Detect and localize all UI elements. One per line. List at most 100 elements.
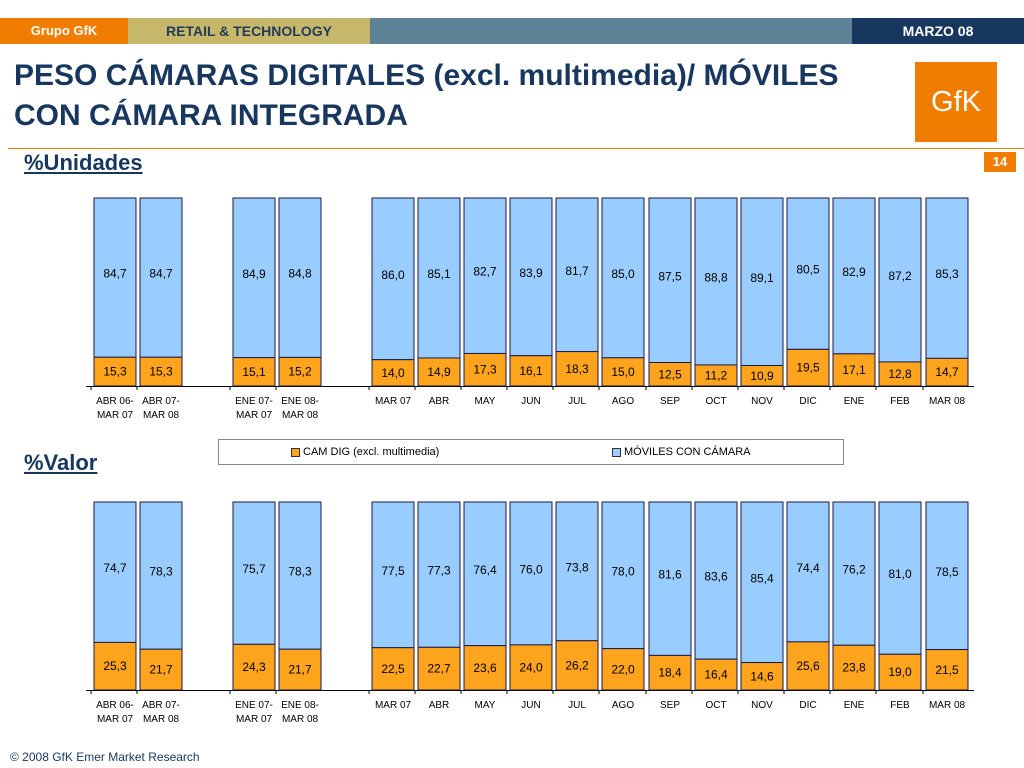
unidades-label-cam: 15,2 xyxy=(288,365,312,379)
legend-label-cam: CAM DIG (excl. multimedia) xyxy=(303,446,440,458)
unidades-label-movil: 81,7 xyxy=(565,264,589,278)
valor-label-cam: 22,5 xyxy=(381,662,405,676)
header-section: RETAIL & TECHNOLOGY xyxy=(128,18,370,44)
unidades-label-movil: 87,2 xyxy=(888,269,912,283)
unidades-bar-movil xyxy=(832,197,876,355)
unidades-bar-movil xyxy=(463,197,507,354)
unidades-bar-cam xyxy=(740,365,784,387)
unidades-category-label: ENE xyxy=(844,396,865,407)
unidades-label-movil: 89,1 xyxy=(750,271,774,285)
valor-category-label: DIC xyxy=(799,700,816,711)
valor-label-cam: 25,6 xyxy=(796,659,820,673)
unidades-label-movil: 86,0 xyxy=(381,268,405,282)
valor-category-line: MAR 08 xyxy=(282,714,319,725)
valor-label-movil: 74,7 xyxy=(103,561,127,575)
unidades-category-line: MAR 08 xyxy=(143,410,180,421)
unidades-category-label: ABR xyxy=(429,396,450,407)
valor-label-cam: 24,3 xyxy=(242,660,266,674)
valor-bar-movil xyxy=(555,501,599,642)
unidades-bar-cam xyxy=(648,362,692,387)
unidades-bar-movil xyxy=(601,197,645,359)
valor-bar-cam xyxy=(278,648,322,691)
valor-category-label: FEB xyxy=(890,700,910,711)
valor-category-line: FEB xyxy=(890,700,910,711)
valor-label-cam: 21,7 xyxy=(288,663,312,677)
valor-category-line: ENE 08- xyxy=(281,700,319,711)
valor-bar-cam xyxy=(93,641,137,691)
valor-bar-movil xyxy=(648,501,692,656)
header-date: MARZO 08 xyxy=(852,18,1024,44)
unidades-category-label: OCT xyxy=(705,396,726,407)
valor-bar-cam xyxy=(232,643,276,691)
chart-title-valor: %Valor xyxy=(24,450,98,475)
unidades-label-cam: 18,3 xyxy=(565,362,589,376)
chart-legend: CAM DIG (excl. multimedia) MÓVILES CON C… xyxy=(218,439,844,465)
unidades-label-cam: 16,1 xyxy=(519,364,543,378)
valor-label-movil: 81,6 xyxy=(658,568,682,582)
valor-label-cam: 21,7 xyxy=(149,663,173,677)
chart-unidades: 84,7 15,3 ABR 06- MAR 07 84,7 15,3 ABR 07- MAR … xyxy=(86,197,974,421)
valor-bar-cam xyxy=(601,648,645,691)
unidades-bar-cam xyxy=(925,357,969,387)
unidades-bar-cam xyxy=(832,353,876,387)
unidades-bar-cam xyxy=(278,356,322,387)
valor-bar-cam xyxy=(139,648,183,691)
valor-bar-movil xyxy=(925,501,969,651)
unidades-category-line: ABR 07- xyxy=(142,396,180,407)
unidades-bar-cam xyxy=(93,356,137,387)
valor-category-label: ABR xyxy=(429,700,450,711)
legend-item-cam: CAM DIG (excl. multimedia) xyxy=(291,446,439,458)
unidades-label-movil: 84,7 xyxy=(149,267,173,281)
valor-category-label: OCT xyxy=(705,700,726,711)
valor-category-line: MAR 08 xyxy=(929,700,966,711)
valor-category-line: JUN xyxy=(521,700,540,711)
unidades-category-line: ABR 06- xyxy=(96,396,134,407)
valor-bar-cam xyxy=(694,658,738,691)
unidades-category-label: ENE 08- MAR 08 xyxy=(281,396,319,421)
unidades-label-cam: 10,9 xyxy=(750,369,774,383)
unidades-category-label: FEB xyxy=(890,396,910,407)
valor-category-label: MAR 08 xyxy=(929,700,966,711)
valor-label-cam: 22,7 xyxy=(427,662,451,676)
valor-label-movil: 75,7 xyxy=(242,562,266,576)
unidades-label-movil: 80,5 xyxy=(796,263,820,277)
valor-bar-cam xyxy=(832,644,876,691)
gfk-logo: GfK xyxy=(915,62,997,142)
valor-category-line: OCT xyxy=(705,700,726,711)
unidades-label-movil: 84,8 xyxy=(288,267,312,281)
valor-label-cam: 26,2 xyxy=(565,658,589,672)
unidades-category-label: MAY xyxy=(475,396,496,407)
unidades-category-label: SEP xyxy=(660,396,680,407)
valor-label-cam: 18,4 xyxy=(658,666,682,680)
unidades-label-movil: 82,9 xyxy=(842,265,866,279)
unidades-label-cam: 15,3 xyxy=(149,365,173,379)
unidades-label-movil: 84,7 xyxy=(103,267,127,281)
unidades-category-line: MAR 07 xyxy=(97,410,134,421)
unidades-bar-movil xyxy=(555,197,599,353)
unidades-category-line: ENE 07- xyxy=(235,396,273,407)
valor-bar-cam xyxy=(509,644,553,691)
unidades-category-label: MAR 08 xyxy=(929,396,966,407)
legend-swatch-movil xyxy=(612,447,621,457)
valor-category-label: ENE 08- MAR 08 xyxy=(281,700,319,725)
unidades-category-line: DIC xyxy=(799,396,816,407)
unidades-category-line: ENE xyxy=(844,396,865,407)
unidades-category-line: MAR 08 xyxy=(282,410,319,421)
unidades-bar-cam xyxy=(694,364,738,387)
valor-category-line: MAR 08 xyxy=(143,714,180,725)
valor-label-movil: 76,0 xyxy=(519,562,543,576)
valor-category-line: NOV xyxy=(751,700,773,711)
valor-bar-cam xyxy=(786,641,830,691)
valor-label-movil: 77,3 xyxy=(427,564,451,578)
unidades-category-label: ABR 06- MAR 07 xyxy=(96,396,134,421)
valor-label-cam: 14,6 xyxy=(750,669,774,683)
unidades-bar-movil xyxy=(278,197,322,358)
valor-category-label: ENE xyxy=(844,700,865,711)
unidades-bar-cam xyxy=(371,359,415,387)
unidades-category-line: MAR 08 xyxy=(929,396,966,407)
unidades-label-movil: 85,0 xyxy=(611,267,635,281)
unidades-category-label: JUL xyxy=(568,396,586,407)
unidades-category-label: MAR 07 xyxy=(375,396,412,407)
unidades-category-line: NOV xyxy=(751,396,773,407)
valor-category-line: ABR xyxy=(429,700,450,711)
